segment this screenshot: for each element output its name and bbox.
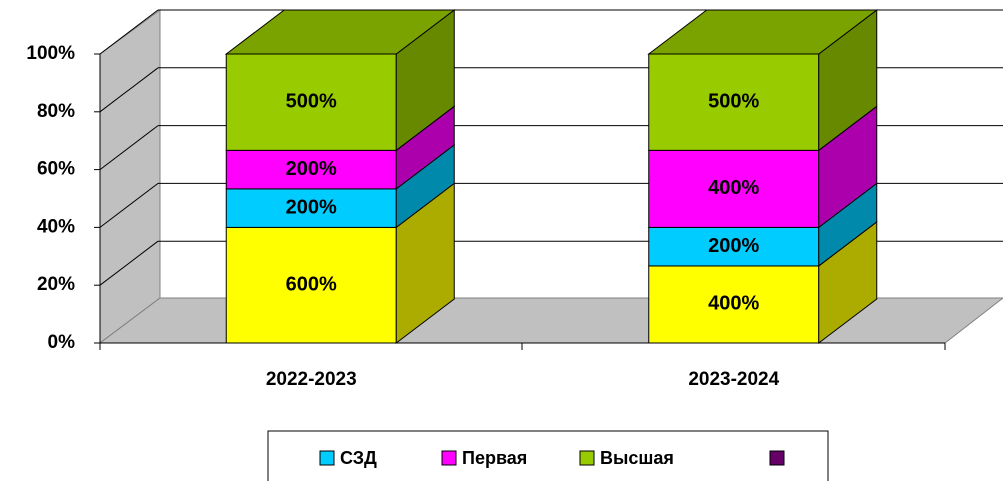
y-tick-label: 20% <box>37 274 75 295</box>
bar-top <box>224 9 456 55</box>
data-label: 500% <box>286 90 337 112</box>
x-tick-label: 2022-2023 <box>266 369 357 390</box>
data-label: 500% <box>708 90 759 112</box>
legend-swatch <box>441 450 457 466</box>
y-tick-label: 60% <box>37 159 75 180</box>
legend-swatch <box>319 450 335 466</box>
data-label: 200% <box>286 158 337 180</box>
grid-line <box>99 183 159 228</box>
legend-label: Высшая <box>600 448 674 468</box>
bar <box>225 149 397 190</box>
legend <box>267 430 829 481</box>
bar <box>648 226 820 267</box>
y-tick-label: 40% <box>37 216 75 237</box>
y-tick-label: 100% <box>26 43 75 64</box>
grid-line <box>99 125 159 170</box>
legend-label: СЗД <box>340 448 377 468</box>
data-label: 200% <box>708 235 759 257</box>
legend-swatch <box>769 450 785 466</box>
side-wall <box>99 9 161 344</box>
bar <box>648 53 820 151</box>
y-tick-label: 0% <box>48 332 76 353</box>
grid-line <box>99 240 159 286</box>
legend-swatch <box>579 450 595 466</box>
data-label: 600% <box>286 273 337 295</box>
bar <box>225 226 397 344</box>
legend-label: Первая <box>462 448 527 468</box>
bar-top <box>647 9 879 55</box>
data-label: 400% <box>708 293 759 315</box>
y-tick-label: 80% <box>37 101 75 122</box>
grid-line <box>99 9 159 55</box>
data-label: 400% <box>708 177 759 199</box>
data-label: 200% <box>286 196 337 218</box>
grid-line <box>99 67 159 113</box>
x-tick-label: 2023-2024 <box>688 369 779 390</box>
bar <box>648 149 820 228</box>
